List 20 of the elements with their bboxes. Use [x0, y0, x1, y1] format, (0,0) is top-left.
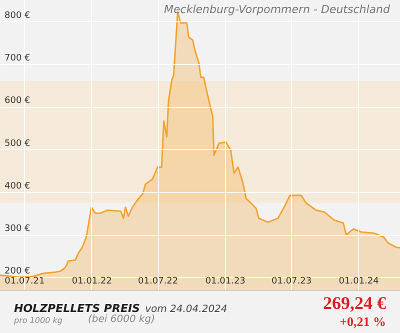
text: HOLZPELLETS PREIS — [14, 302, 140, 315]
y-tick-label: 800 € — [4, 10, 31, 21]
x-tick-label: 01.01.22 — [72, 276, 112, 286]
y-tick-label: 700 € — [4, 53, 31, 64]
text: vom 24.04.2024 — [145, 304, 228, 315]
text: (bei 6000 kg) — [88, 314, 156, 325]
chart-subtitle: Mecklenburg-Vorpommern - Deutschland — [164, 3, 390, 16]
x-tick-label: 01.07.23 — [272, 276, 312, 286]
x-tick-label: 01.07.22 — [138, 276, 178, 286]
x-tick-label: 01.07.21 — [4, 276, 45, 286]
y-tick-label: 400 € — [4, 181, 31, 192]
text: +0,21 % — [340, 314, 386, 330]
x-tick-label: 01.01.24 — [338, 276, 380, 286]
x-tick-label: 01.01.23 — [205, 276, 246, 286]
y-tick-label: 200 € — [4, 266, 31, 277]
y-tick-label: 300 € — [4, 224, 31, 234]
text: pro 1000 kg — [14, 316, 62, 325]
y-tick-label: 500 € — [4, 138, 31, 149]
text: 269,24 € — [323, 293, 386, 314]
y-tick-label: 600 € — [4, 96, 31, 106]
